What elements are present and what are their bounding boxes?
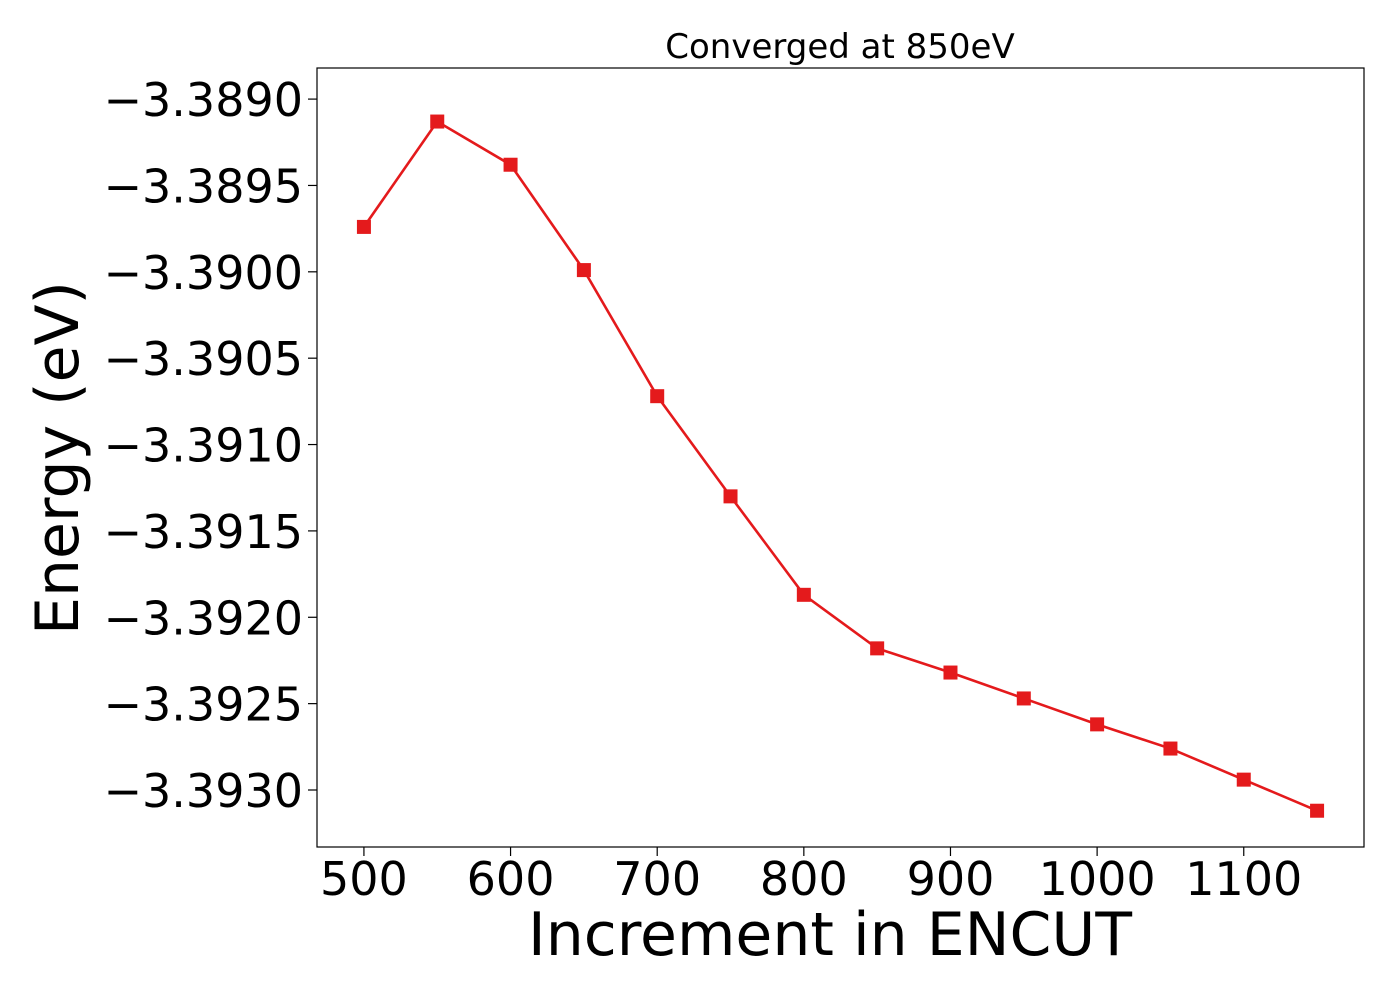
data-point-marker <box>503 157 518 172</box>
y-tick-label: −3.3925 <box>104 678 304 732</box>
data-point-marker <box>356 219 371 234</box>
y-tick-label: −3.3910 <box>104 419 304 473</box>
plot-area: 500 600 700 800 900 1000 1100 −3.3890 −3.3895 −3.… <box>104 67 1365 906</box>
y-tick-label: −3.3920 <box>104 591 304 645</box>
data-point-marker <box>870 641 885 656</box>
x-axis-label: Increment in ENCUT <box>528 900 1132 970</box>
data-point-marker <box>1090 717 1105 732</box>
data-point-marker <box>723 489 738 504</box>
x-tick-label: 800 <box>760 852 848 906</box>
data-point-marker <box>796 587 811 602</box>
y-tick-label: −3.3900 <box>104 246 304 300</box>
series-line <box>362 119 1318 812</box>
data-point-marker <box>576 263 591 278</box>
x-tick-label: 1000 <box>1039 852 1156 906</box>
y-tick-label: −3.3930 <box>104 764 304 818</box>
data-point-marker <box>1016 691 1031 706</box>
y-tick-label: −3.3905 <box>104 332 304 386</box>
chart-title: Converged at 850eV <box>665 27 1014 67</box>
data-point-marker <box>943 665 958 680</box>
y-axis-label: Energy (eV) <box>23 281 93 635</box>
x-tick-label: 700 <box>613 852 701 906</box>
y-tick-label: −3.3890 <box>104 73 304 127</box>
data-point-marker <box>650 389 665 404</box>
x-tick-label: 900 <box>907 852 995 906</box>
data-point-marker <box>1236 772 1251 787</box>
plot-frame <box>316 67 1365 848</box>
x-tick-label: 1100 <box>1185 852 1302 906</box>
data-point-marker <box>1163 741 1178 756</box>
y-tick-label: −3.3895 <box>104 159 304 213</box>
data-point-marker <box>1310 803 1325 818</box>
y-tick-label: −3.3915 <box>104 505 304 559</box>
x-tick-label: 600 <box>467 852 555 906</box>
data-point-marker <box>430 114 445 129</box>
x-tick-label: 500 <box>320 852 408 906</box>
